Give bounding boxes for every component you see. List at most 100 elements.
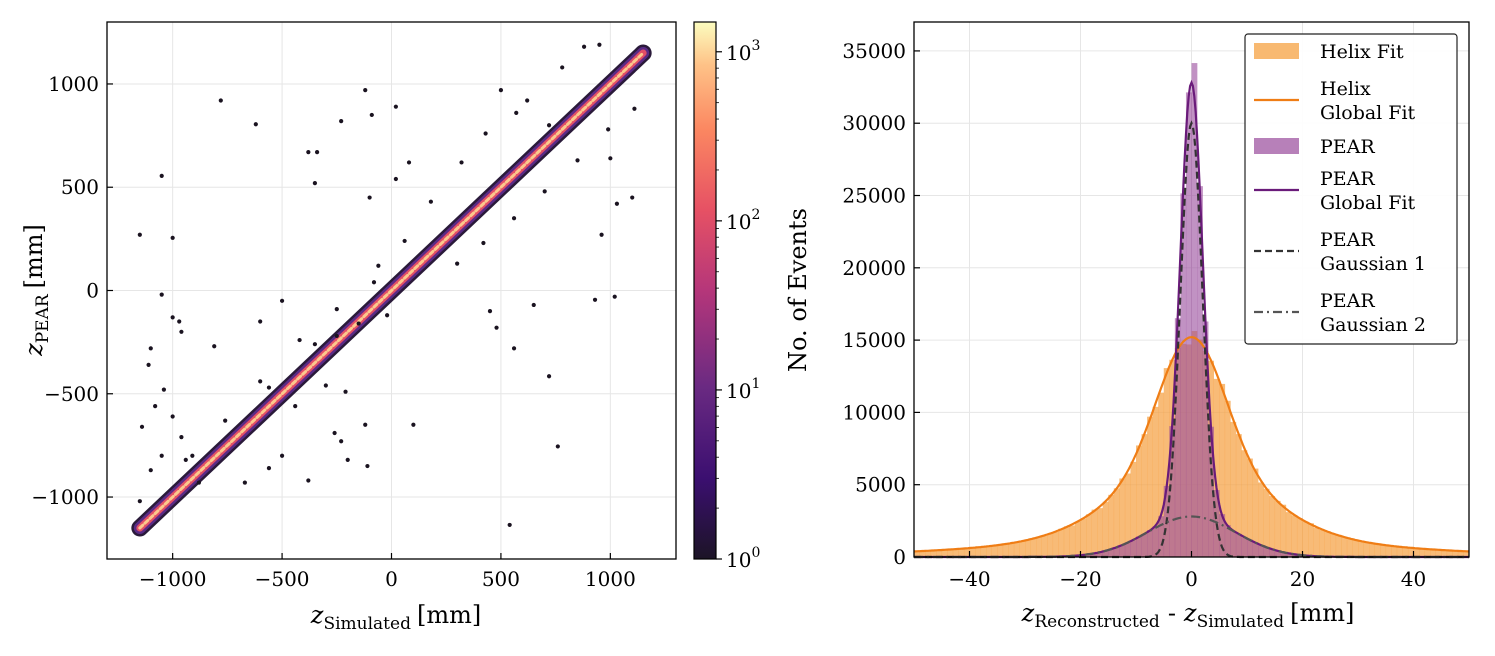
legend-swatch	[1254, 43, 1299, 59]
outlier-point	[511, 216, 517, 221]
histogram-bin	[1197, 186, 1203, 557]
y-tick-label: 20000	[842, 256, 906, 280]
histogram-bin	[1374, 544, 1381, 557]
histogram-bin	[1296, 518, 1303, 557]
histogram-bin	[1363, 541, 1370, 557]
histogram-bin	[1247, 539, 1253, 557]
outlier-point	[606, 127, 611, 132]
outlier-point	[196, 480, 202, 485]
y-tick-label: 15000	[842, 328, 906, 352]
outlier-point	[170, 414, 175, 419]
histogram-bin	[1086, 554, 1092, 557]
histogram-bin	[1180, 193, 1187, 557]
legend-label: PEAR Gaussian 1	[1320, 229, 1426, 275]
outlier-point	[531, 302, 536, 308]
histogram-bin	[991, 545, 998, 557]
histogram-bin	[1419, 548, 1425, 557]
histogram-bin	[1452, 550, 1459, 557]
outlier-point	[507, 522, 512, 528]
outlier-point	[369, 112, 374, 118]
histogram-bin	[1208, 426, 1214, 557]
outlier-point	[363, 88, 368, 93]
x-tick-label: 0	[1185, 567, 1198, 591]
histogram-bin	[947, 549, 954, 557]
histogram-bin	[1158, 516, 1165, 557]
histogram-bin	[1130, 461, 1137, 557]
histogram-bin	[1013, 542, 1020, 557]
legend-label: Helix Global Fit	[1320, 78, 1416, 124]
outlier-point	[630, 195, 635, 200]
outlier-point	[356, 321, 361, 326]
histogram-bin	[919, 550, 926, 557]
histogram-bin	[1119, 478, 1126, 557]
outlier-point	[406, 160, 412, 165]
histogram-bin	[1152, 526, 1159, 557]
legend-label: PEAR Global Fit	[1320, 168, 1416, 214]
right-y-ticks: 0 5000 10000 15000 20000 25000 30000 35000	[842, 39, 920, 569]
outlier-point	[148, 346, 153, 351]
histogram-bin	[1457, 551, 1464, 557]
histogram-bin	[1030, 537, 1037, 557]
y-tick-label: −1000	[31, 485, 99, 509]
histogram-bin	[1435, 549, 1442, 557]
histogram-bin	[1330, 533, 1337, 557]
outlier-point	[581, 44, 587, 49]
histogram-bin	[1136, 536, 1142, 557]
histogram-bin	[1141, 434, 1148, 557]
histogram-bin	[1124, 473, 1131, 557]
outlier-point	[161, 387, 166, 392]
outlier-point	[183, 457, 188, 462]
histogram-bin	[1263, 547, 1270, 557]
outlier-point	[498, 88, 504, 93]
outlier-point	[314, 150, 320, 155]
histogram-bin	[1441, 549, 1448, 557]
outlier-point	[371, 280, 377, 285]
outlier-point	[312, 342, 318, 347]
outlier-point	[306, 150, 311, 155]
histogram-bin	[1252, 542, 1259, 557]
x-tick-label: 0	[385, 567, 398, 591]
histogram-bin	[1341, 537, 1348, 557]
colorbar: 100 101 102 103	[693, 21, 760, 572]
histogram-bin	[1008, 543, 1015, 557]
histogram-bin	[1319, 529, 1325, 557]
outlier-point	[159, 453, 164, 458]
histogram-bin	[1036, 536, 1042, 557]
histogram-bin	[1324, 531, 1331, 557]
histogram-bin	[1280, 504, 1287, 557]
histogram-bin	[1280, 552, 1287, 557]
x-tick-label: −1000	[139, 567, 207, 591]
histogram-bin	[986, 546, 992, 557]
histogram-bin	[1269, 549, 1276, 557]
outlier-point	[223, 418, 228, 423]
left-x-label: zSimulated [mm]	[310, 601, 481, 634]
histogram-bin	[1136, 445, 1142, 557]
histogram-bin	[1058, 528, 1065, 557]
x-tick-label: 40	[1401, 567, 1426, 591]
outlier-point	[266, 385, 272, 390]
colorbar-tick-label: 100	[726, 545, 760, 572]
y-tick-label: 1000	[48, 72, 99, 96]
histogram-bin	[1052, 531, 1059, 557]
histogram-bin	[1424, 549, 1431, 557]
histogram-bin	[1252, 468, 1259, 557]
histogram-bin	[1169, 426, 1176, 557]
outlier-point	[323, 383, 328, 388]
histogram-bin	[1063, 526, 1070, 557]
colorbar-tick-label: 103	[726, 38, 760, 65]
histogram-bin	[1291, 515, 1298, 557]
outlier-point	[459, 160, 464, 165]
histogram-bin	[1285, 553, 1292, 557]
y-tick-label: 10000	[842, 400, 906, 424]
histogram-bin	[1385, 545, 1392, 557]
histogram-bin	[1202, 321, 1209, 557]
outlier-point	[376, 263, 381, 268]
histogram-bin	[1047, 533, 1054, 557]
outlier-point	[514, 110, 519, 115]
histogram-bin	[1130, 540, 1137, 557]
histogram-bin	[1247, 458, 1253, 557]
histogram-bin	[1108, 494, 1115, 557]
histogram-bin	[1291, 554, 1298, 557]
y-tick-label: 25000	[842, 184, 906, 208]
